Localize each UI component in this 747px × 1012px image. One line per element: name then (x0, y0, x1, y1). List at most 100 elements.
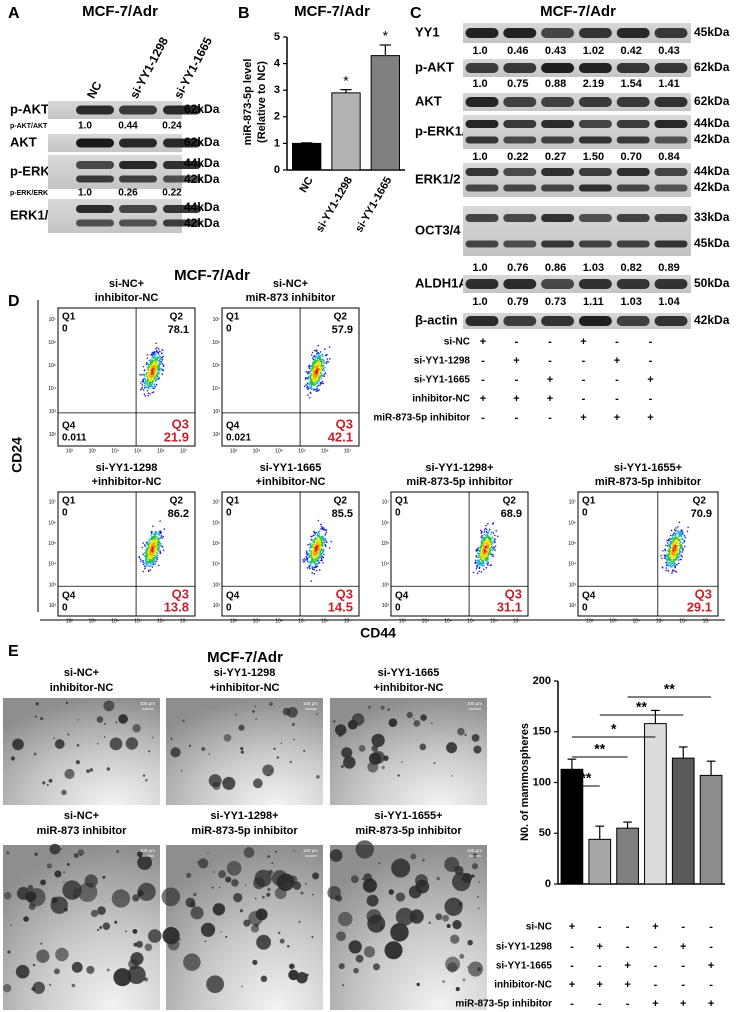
sphere (433, 762, 436, 764)
cell-dot (674, 533, 677, 535)
cell-dot (153, 378, 156, 380)
panel-title: MCF-7/Adr (540, 3, 616, 20)
panel-label: D (8, 293, 20, 310)
cell-dot (667, 556, 669, 559)
cell-dot (309, 561, 312, 563)
cell-dot (679, 545, 682, 547)
sphere (96, 742, 99, 745)
quadrant-value: 85.5 (332, 508, 353, 520)
kda-label: 62kDa (184, 135, 220, 149)
condition-mark: + (480, 393, 486, 405)
cell-dot (326, 358, 329, 360)
condition-mark: - (654, 960, 658, 972)
cell-dot (309, 372, 311, 375)
cell-dot (315, 390, 317, 392)
y-tick-label: 0 (545, 878, 551, 890)
cell-dot (472, 571, 475, 574)
cell-dot (139, 388, 142, 391)
cell-dot (158, 534, 161, 536)
cell-dot (487, 540, 489, 542)
sphere (86, 769, 90, 774)
cell-dot (483, 553, 485, 555)
sphere (7, 950, 11, 954)
sphere (450, 934, 460, 944)
sphere (142, 774, 146, 777)
sphere (77, 882, 98, 902)
cell-dot (669, 562, 672, 564)
cell-dot (313, 568, 316, 571)
cell-dot (321, 559, 323, 562)
condition-mark: + (597, 979, 603, 991)
cell-dot (147, 544, 150, 547)
cell-dot (159, 532, 162, 535)
blot-band (654, 168, 688, 176)
cell-dot (154, 357, 157, 360)
blot-band (578, 28, 612, 38)
sphere (293, 849, 296, 852)
sphere (63, 907, 68, 912)
cell-dot (664, 555, 666, 557)
cell-dot (662, 549, 664, 552)
cell-dot (323, 541, 326, 544)
cell-dot (141, 386, 143, 389)
panel-title: MCF-7/Adr (174, 267, 250, 284)
quant-value: 0.43 (658, 45, 679, 57)
cell-dot (683, 539, 686, 542)
axis-tick-label: 10⁴ (275, 448, 283, 454)
cell-dot (306, 557, 309, 559)
blot-band (541, 316, 575, 326)
condition-mark: - (515, 336, 519, 348)
cell-dot (313, 546, 316, 549)
cell-dot (145, 555, 148, 558)
bar (644, 723, 667, 885)
quadrant-name: Q3 (336, 586, 353, 601)
cell-dot (313, 372, 315, 375)
cell-dot (160, 362, 162, 365)
blot-band (578, 168, 612, 176)
sphere (478, 881, 481, 884)
cell-dot (161, 373, 164, 375)
cell-dot (322, 561, 324, 564)
cell-dot (676, 559, 678, 561)
blot-band (119, 105, 157, 115)
cell-dot (153, 558, 155, 561)
cell-dot (151, 532, 153, 534)
cell-dot (665, 569, 667, 572)
quadrant-name: Q1 (395, 496, 409, 507)
cell-dot (316, 533, 319, 535)
quant-value: 1.41 (658, 78, 679, 90)
sphere (10, 924, 12, 926)
cell-dot (681, 538, 684, 540)
cell-dot (322, 539, 325, 542)
quant-value: 1.0 (472, 78, 487, 90)
kda-label: 45kDa (694, 25, 730, 39)
sphere (115, 721, 118, 724)
sphere (40, 879, 46, 886)
condition-label: si-NC (444, 337, 470, 348)
cell-dot (320, 528, 322, 530)
blot-band (465, 168, 499, 176)
cell-dot (318, 557, 320, 559)
blot-background (48, 199, 182, 233)
cell-dot (146, 383, 149, 386)
sphere (477, 895, 479, 898)
cell-dot (311, 371, 314, 373)
blot-band (503, 120, 537, 128)
cell-dot (142, 365, 145, 368)
cell-dot (162, 364, 165, 367)
cell-dot (676, 545, 678, 548)
quant-value: 1.11 (583, 296, 604, 308)
cell-dot (153, 554, 156, 557)
sphere (371, 745, 379, 752)
cell-dot (679, 547, 682, 549)
sphere (53, 968, 60, 975)
cell-dot (319, 364, 321, 367)
condition-mark: - (481, 374, 485, 386)
blot-band (616, 214, 650, 222)
cell-dot (148, 364, 150, 366)
cell-dot (309, 567, 311, 570)
cell-dot (318, 535, 321, 538)
cell-dot (676, 556, 678, 558)
cell-dot (484, 557, 487, 560)
sphere (212, 781, 221, 790)
